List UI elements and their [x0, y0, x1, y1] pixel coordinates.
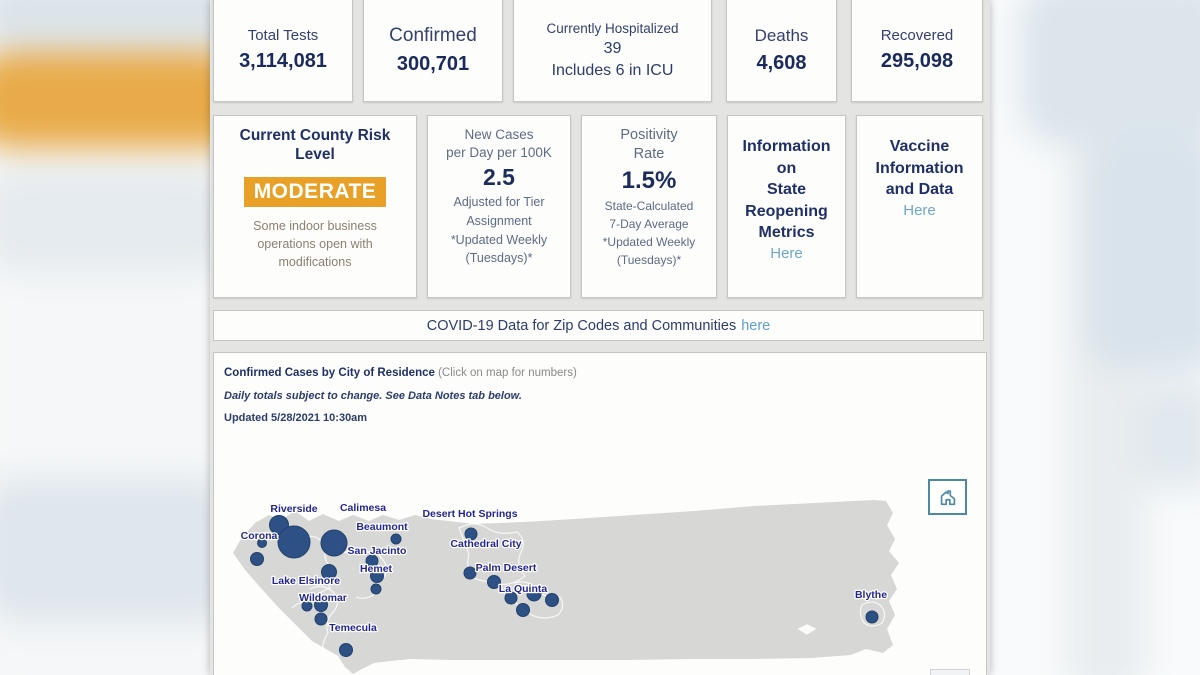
city-bubble[interactable]	[339, 643, 353, 657]
city-bubble[interactable]	[250, 552, 264, 566]
city-bubble[interactable]	[487, 575, 501, 589]
positivity-card: Positivity Rate 1.5% State-Calculated 7-…	[581, 115, 717, 298]
map-title: Confirmed Cases by City of Residence (Cl…	[224, 367, 577, 379]
reopening-card: Information on State Reopening Metrics H…	[727, 115, 846, 298]
city-bubble[interactable]	[865, 610, 879, 624]
new-cases-card: New Cases per Day per 100K 2.5 Adjusted …	[427, 115, 571, 298]
city-bubble[interactable]	[464, 527, 478, 541]
backdrop-orange-band	[0, 52, 250, 148]
city-label-la-quinta: La Quinta	[499, 583, 548, 595]
city-label-palm-desert: Palm Desert	[476, 562, 537, 574]
risk-badge: MODERATE	[243, 176, 387, 207]
confirmed-label: Confirmed	[389, 24, 477, 46]
recovered-value: 295,098	[880, 50, 954, 72]
city-bubble[interactable]	[320, 529, 348, 557]
city-bubble[interactable]	[516, 603, 530, 617]
positivity-note: State-Calculated 7-Day Average *Updated …	[602, 198, 696, 267]
city-label-beaumont: Beaumont	[356, 521, 408, 533]
home-icon	[940, 490, 955, 506]
city-bubble[interactable]	[463, 566, 477, 580]
city-label-riverside: Riverside	[270, 503, 317, 515]
dashboard-content: Total Tests 3,114,081 Confirmed 300,701 …	[210, 0, 990, 675]
hospitalized-note: Includes 6 in ICU	[551, 61, 674, 79]
city-label-hemet: Hemet	[360, 563, 393, 575]
deaths-value: 4,608	[756, 51, 807, 74]
city-bubble[interactable]	[370, 583, 382, 595]
positivity-heading: Positivity Rate	[620, 127, 678, 162]
map-zoom-control-partial[interactable]	[930, 669, 970, 675]
new-cases-heading: New Cases per Day per 100K	[446, 127, 552, 160]
confirmed-cases-map-panel: Riverside Calimesa Corona Beaumont San Jacin…	[213, 352, 987, 675]
deaths-label: Deaths	[754, 25, 809, 45]
new-cases-value: 2.5	[483, 164, 515, 191]
stat-card-hospitalized: Currently Hospitalized 39 Includes 6 in …	[513, 0, 712, 102]
stat-card-deaths: Deaths 4,608	[726, 0, 837, 102]
zip-codes-banner: COVID-19 Data for Zip Codes and Communit…	[213, 310, 984, 341]
zip-banner-text: COVID-19 Data for Zip Codes and Communit…	[426, 317, 737, 334]
vaccine-title: Vaccine Information and Data	[875, 138, 964, 199]
city-bubble[interactable]	[545, 593, 559, 607]
city-bubble[interactable]	[390, 533, 402, 545]
city-bubble[interactable]	[504, 591, 518, 605]
reopening-here-link[interactable]: Here	[770, 244, 803, 262]
positivity-value: 1.5%	[621, 166, 677, 194]
stat-card-recovered: Recovered 295,098	[851, 0, 983, 102]
map-subtitle: Daily totals subject to change. See Data…	[224, 390, 522, 402]
city-label-calimesa: Calimesa	[340, 502, 386, 514]
city-bubbles-layer	[250, 515, 879, 657]
city-label-blythe: Blythe	[855, 589, 887, 601]
city-label-lake-elsinore: Lake Elsinore	[272, 575, 340, 587]
city-bubble[interactable]	[277, 525, 311, 559]
city-label-desert-hot-springs: Desert Hot Springs	[422, 508, 517, 520]
city-label-cathedral-city: Cathedral City	[450, 538, 521, 550]
vaccine-card: Vaccine Information and Data Here	[856, 115, 983, 298]
stat-card-total-tests: Total Tests 3,114,081	[213, 0, 353, 102]
city-bubble[interactable]	[257, 538, 267, 548]
zip-banner-here-link[interactable]: here	[741, 317, 771, 334]
vaccine-here-link[interactable]: Here	[903, 201, 936, 219]
city-bubble[interactable]	[370, 569, 384, 583]
risk-title: Current County Risk Level	[239, 127, 391, 164]
city-bubble[interactable]	[365, 554, 379, 568]
city-bubble[interactable]	[314, 612, 328, 626]
city-label-san-jacinto: San Jacinto	[348, 545, 407, 557]
city-labels-layer: Riverside Calimesa Corona Beaumont San Jacin…	[239, 501, 888, 636]
hospitalized-value: 39	[603, 39, 622, 57]
risk-level-card: Current County Risk Level MODERATE Some …	[213, 115, 417, 298]
reopening-title: Information on State Reopening Metrics	[742, 138, 831, 242]
map-updated-timestamp: Updated 5/28/2021 10:30am	[224, 412, 368, 424]
city-bubble[interactable]	[321, 564, 337, 580]
city-label-temecula: Temecula	[329, 622, 377, 634]
recovered-label: Recovered	[880, 27, 954, 44]
hospitalized-label: Currently Hospitalized	[546, 20, 679, 36]
map-home-button[interactable]	[928, 479, 967, 515]
city-bubble[interactable]	[526, 586, 542, 602]
new-cases-note: Adjusted for Tier Assignment *Updated We…	[450, 195, 548, 266]
city-label-corona: Corona	[241, 530, 278, 542]
city-label-wildomar: Wildomar	[299, 592, 347, 604]
total-tests-value: 3,114,081	[239, 50, 327, 72]
stat-card-confirmed: Confirmed 300,701	[363, 0, 503, 102]
city-bubble[interactable]	[314, 598, 328, 612]
total-tests-label: Total Tests	[247, 27, 319, 44]
city-bubble[interactable]	[301, 600, 313, 612]
risk-description: Some indoor business operations open wit…	[253, 218, 377, 269]
county-shape	[233, 500, 899, 674]
confirmed-value: 300,701	[396, 52, 470, 75]
county-bubble-map[interactable]: Riverside Calimesa Corona Beaumont San Jacin…	[214, 353, 986, 675]
